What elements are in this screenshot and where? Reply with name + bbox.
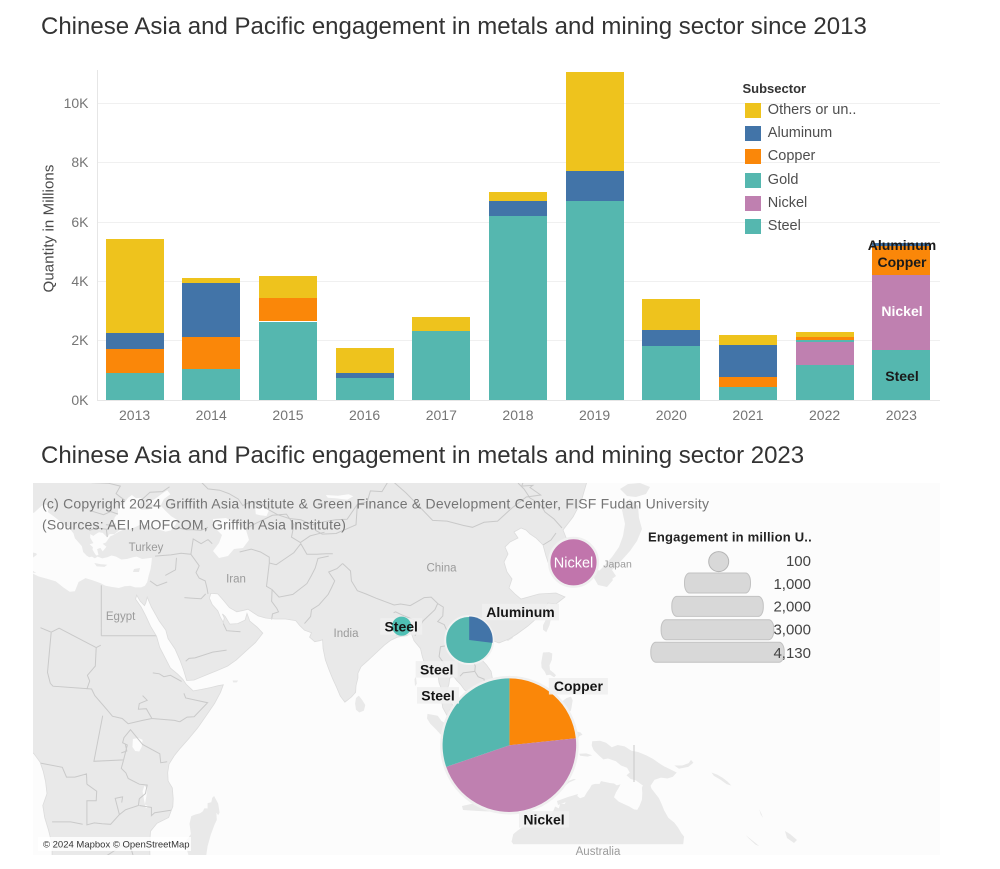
svg-text:Copper: Copper: [554, 678, 604, 694]
svg-text:Egypt: Egypt: [106, 611, 136, 623]
svg-text:(c) Copyright 2024 Griffith As: (c) Copyright 2024 Griffith Asia Institu…: [42, 496, 709, 512]
svg-text:India: India: [334, 628, 360, 640]
svg-text:Australia: Australia: [576, 846, 621, 855]
svg-text:Nickel: Nickel: [554, 555, 593, 571]
svg-text:Turkey: Turkey: [129, 542, 164, 554]
svg-text:Nickel: Nickel: [523, 811, 564, 827]
svg-text:4,130: 4,130: [773, 645, 811, 662]
svg-text:Japan: Japan: [603, 559, 632, 571]
svg-text:© 2024 Mapbox © OpenStreetMap: © 2024 Mapbox © OpenStreetMap: [43, 840, 190, 851]
svg-text:Steel: Steel: [421, 687, 454, 703]
svg-text:3,000: 3,000: [773, 621, 811, 638]
svg-text:Steel: Steel: [420, 661, 453, 677]
svg-text:Engagement in million U..: Engagement in million U..: [648, 530, 812, 545]
svg-text:100: 100: [786, 553, 811, 570]
svg-text:(Sources: AEI, MOFCOM, Griffit: (Sources: AEI, MOFCOM, Griffith Asia Ins…: [42, 517, 346, 533]
svg-text:2,000: 2,000: [773, 598, 811, 615]
svg-text:Steel: Steel: [384, 618, 417, 634]
svg-text:1,000: 1,000: [773, 576, 811, 593]
svg-text:Aluminum: Aluminum: [486, 604, 554, 620]
svg-text:China: China: [426, 563, 457, 575]
svg-text:Iran: Iran: [226, 574, 246, 586]
